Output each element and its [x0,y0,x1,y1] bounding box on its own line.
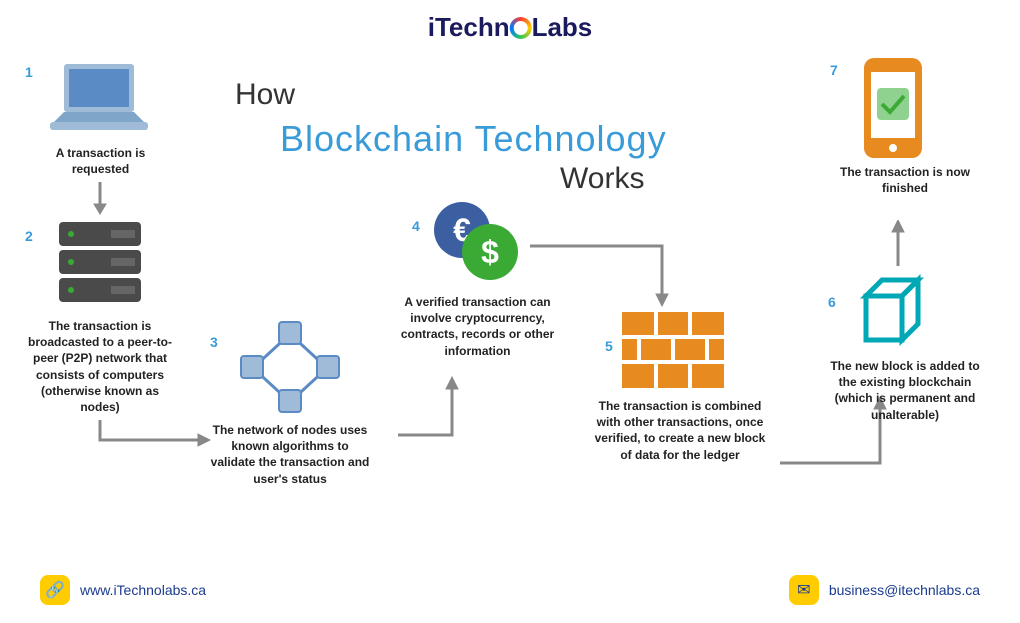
step-6-number: 6 [828,294,836,310]
step-5-number: 5 [605,338,613,354]
title-line3: Works [560,162,644,196]
laptop-icon [50,62,148,139]
network-icon [235,320,345,421]
step-1-number: 1 [25,64,33,80]
brand-logo: iTechn Labs [428,12,593,43]
step-7-text: The transaction is now finished [835,164,975,196]
step-7-number: 7 [830,62,838,78]
currency-icon: € $ [432,200,522,289]
servers-icon [55,220,145,311]
link-icon: 🔗 [40,575,70,605]
arrow-3-4 [398,375,468,445]
logo-text-2: Labs [532,12,593,42]
title-line1: How [235,78,295,112]
phone-icon [860,58,926,163]
step-2-text: The transaction is broadcasted to a peer… [25,318,175,415]
step-2-number: 2 [25,228,33,244]
footer-website[interactable]: 🔗 www.iTechnolabs.ca [40,575,206,605]
arrow-2-3 [92,420,212,454]
step-3-number: 3 [210,334,218,350]
logo-o-icon [510,17,532,39]
mail-icon: ✉ [789,575,819,605]
email-text: business@itechnlabs.ca [829,582,980,598]
step-1-text: A transaction is requested [38,145,163,177]
bricks-icon [622,312,724,393]
step-3-text: The network of nodes uses known algorith… [210,422,370,487]
cube-icon [852,272,932,357]
logo-text-1: iTechn [428,12,510,42]
website-text: www.iTechnolabs.ca [80,582,206,598]
svg-text:$: $ [481,234,499,270]
arrow-4-5 [530,238,680,310]
arrow-6-7 [890,220,906,268]
step-5-text: The transaction is combined with other t… [590,398,770,463]
footer-email[interactable]: ✉ business@itechnlabs.ca [789,575,980,605]
step-6-text: The new block is added to the existing b… [820,358,990,423]
title-line2: Blockchain Technology [280,118,667,160]
step-4-number: 4 [412,218,420,234]
arrow-1-2 [92,182,108,216]
